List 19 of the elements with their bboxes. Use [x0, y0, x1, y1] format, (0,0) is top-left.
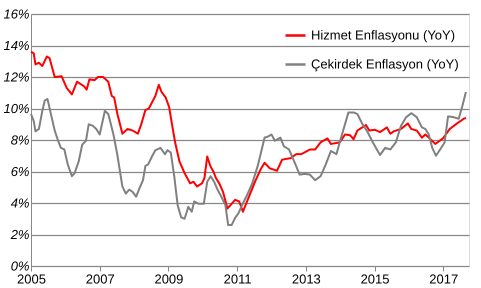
x-tick-label: 2011 [224, 272, 252, 286]
x-tick-label: 2009 [154, 272, 184, 286]
y-tick-label: 4% [10, 196, 30, 210]
y-tick-label: 2% [10, 227, 30, 242]
x-tick-label: 2015 [360, 272, 390, 286]
y-tick-label: 14% [3, 38, 30, 53]
x-tick-label: 2017 [429, 272, 458, 286]
x-tick-label: 2007 [86, 272, 115, 286]
x-tick-label: 2005 [17, 272, 46, 286]
line-series [30, 50, 467, 213]
y-tick-label: 6% [10, 164, 30, 179]
x-tick-label: 2013 [292, 272, 321, 286]
y-tick-label: 16% [3, 6, 30, 22]
y-tick-label: 0% [10, 258, 30, 274]
legend-label: Çekirdek Enflasyon (YoY) [311, 56, 459, 72]
y-tick-label: 10% [3, 101, 30, 116]
y-tick-label: 12% [3, 70, 30, 84]
legend-label: Hizmet Enflasyonu (YoY) [311, 28, 456, 42]
y-tick-label: 8% [10, 132, 30, 148]
